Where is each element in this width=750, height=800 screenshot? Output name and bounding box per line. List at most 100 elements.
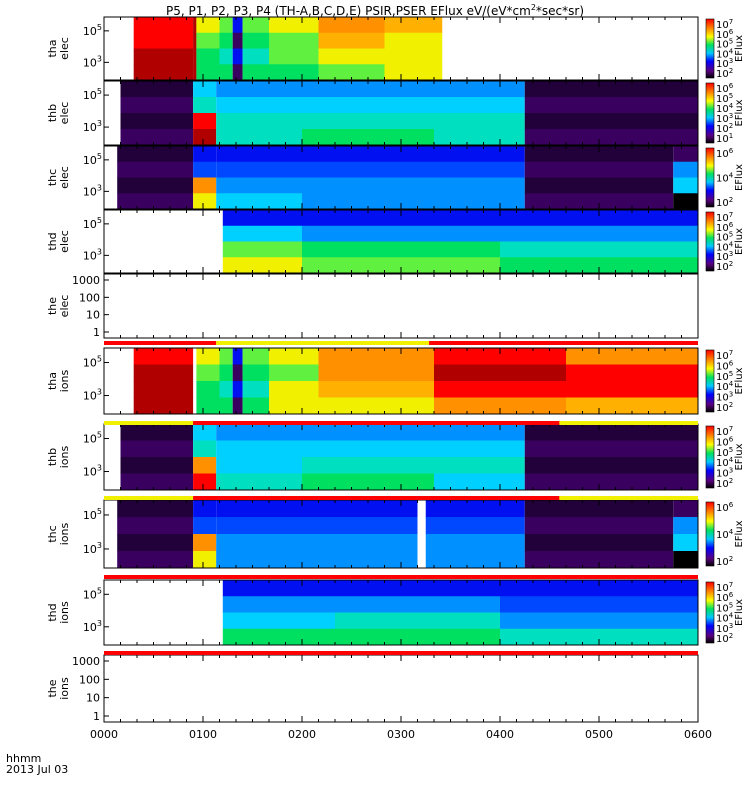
spectrogram-cell — [120, 440, 194, 458]
spectrogram-cell — [193, 551, 217, 569]
spectrogram-cell — [269, 48, 319, 65]
spectrogram-cell — [434, 424, 525, 441]
spectrogram-cell — [133, 64, 194, 81]
y-axis-label-line: thd — [46, 232, 59, 250]
colorbar-3 — [705, 211, 715, 272]
spectrogram-cell — [193, 113, 217, 130]
spectrogram-cell — [500, 580, 698, 597]
chart-title-superscript: 2 — [530, 3, 536, 12]
spectrogram-cell — [193, 129, 217, 146]
spectrogram-cell — [524, 81, 698, 98]
panel-frame-4 — [103, 273, 699, 339]
spectrogram-cell — [673, 534, 698, 552]
colorbar-tick-label: 104 — [716, 528, 734, 541]
y-tick-label: 105 — [83, 586, 102, 601]
spectrogram-cell — [417, 534, 426, 552]
status-bar — [104, 421, 194, 425]
spectrogram-cell — [242, 397, 269, 415]
spectrogram-cell — [222, 210, 302, 227]
y-axis-label-line: elec — [58, 295, 71, 318]
spectrogram-cell — [500, 628, 698, 646]
spectrogram-cell — [193, 457, 217, 474]
spectrogram-cell — [232, 17, 243, 34]
spectrogram-cell — [524, 551, 674, 569]
spectrogram-cell — [242, 17, 269, 34]
y-axis-label-line: elec — [58, 230, 71, 253]
y-axis-label-0: tha elec — [46, 37, 71, 60]
y-axis-label-line: thb — [46, 448, 59, 466]
spectrogram-cell — [566, 364, 698, 382]
spectrogram-cell — [193, 193, 217, 210]
spectrogram-cell — [133, 48, 194, 65]
y-tick-label: 103 — [83, 54, 102, 69]
y-tick-label: 103 — [83, 541, 102, 556]
spectrogram-cell — [219, 48, 233, 65]
spectrogram-cell — [232, 32, 243, 49]
spectrogram-cell — [196, 64, 220, 81]
colorbar-tick-label: 104 — [716, 172, 734, 185]
spectrogram-cell — [117, 146, 194, 163]
x-axis-date-label: 2013 Jul 03 — [6, 763, 69, 776]
colorbar-8 — [705, 581, 715, 644]
y-tick-label: 100 — [79, 673, 100, 686]
y-axis-label-3: thd elec — [46, 230, 71, 253]
y-axis-label-line: elec — [58, 102, 71, 125]
spectrogram-cell — [384, 64, 443, 81]
spectrogram-cell — [417, 517, 426, 535]
y-axis-label-line: tha — [46, 372, 59, 390]
colorbar-1 — [705, 82, 715, 144]
colorbar-7 — [705, 501, 715, 567]
spectrogram-cell — [222, 628, 335, 646]
spectrogram-cell — [524, 473, 698, 491]
spectrogram-cell — [434, 364, 566, 382]
spectrogram-cell — [302, 193, 525, 210]
spectrogram-cell — [216, 457, 302, 474]
spectrogram-cell — [417, 500, 426, 518]
spectrogram-cell — [318, 48, 385, 65]
spectrogram-cell — [232, 48, 243, 65]
y-tick-label: 105 — [83, 355, 102, 370]
spectrogram-cell — [216, 146, 302, 163]
y-axis-label-5: tha ions — [46, 369, 71, 392]
spectrogram-cell — [434, 457, 525, 474]
colorbar-label-text: EFlux — [734, 164, 745, 191]
spectrogram-cell — [524, 457, 698, 474]
spectrogram-cell — [673, 177, 698, 194]
spectrogram-cell — [193, 161, 217, 178]
spectrogram-cell — [673, 146, 698, 163]
spectrogram-cell — [335, 612, 500, 630]
y-tick-label: 105 — [83, 87, 102, 102]
spectrogram-cell — [193, 500, 217, 518]
spectrogram-cell — [196, 17, 220, 34]
spectrogram-cell — [318, 32, 385, 49]
spectrogram-cell — [425, 534, 525, 552]
colorbar-label-6: EFlux — [734, 443, 745, 470]
colorbar-2 — [705, 147, 715, 208]
spectrogram-cell — [302, 457, 434, 474]
spectrogram-cell — [219, 17, 233, 34]
spectrogram-cell — [219, 348, 233, 365]
spectrogram-cell — [434, 440, 525, 458]
colorbar-label-3: EFlux — [734, 228, 745, 255]
chart-title-text: P5, P1, P2, P3, P4 (TH-A,B,C,D,E) PSIR,P… — [165, 4, 531, 18]
y-axis-label-9: the ions — [46, 677, 71, 700]
spectrogram-cell — [196, 348, 220, 365]
spectrogram-cell — [500, 241, 698, 258]
colorbar-label-text: EFlux — [734, 599, 745, 626]
spectrogram-cell — [120, 81, 194, 98]
spectrogram-cell — [133, 397, 194, 415]
y-tick-label: 1000 — [72, 274, 100, 287]
y-tick-label: 105 — [83, 431, 102, 446]
spectrogram-cell — [117, 177, 194, 194]
y-axis-label-line: tha — [46, 39, 59, 57]
spectrogram-cell — [242, 48, 269, 65]
spectrogram-cell — [133, 17, 194, 34]
status-bar — [104, 496, 194, 500]
spectrogram-cell — [216, 177, 302, 194]
y-tick-label: 10 — [86, 309, 100, 322]
spectrogram-cell — [500, 210, 698, 227]
spectrogram-cell — [193, 473, 217, 491]
spectrogram-cell — [269, 397, 319, 415]
spectrogram-cell — [232, 381, 243, 398]
spectrogram-cell — [222, 225, 302, 242]
